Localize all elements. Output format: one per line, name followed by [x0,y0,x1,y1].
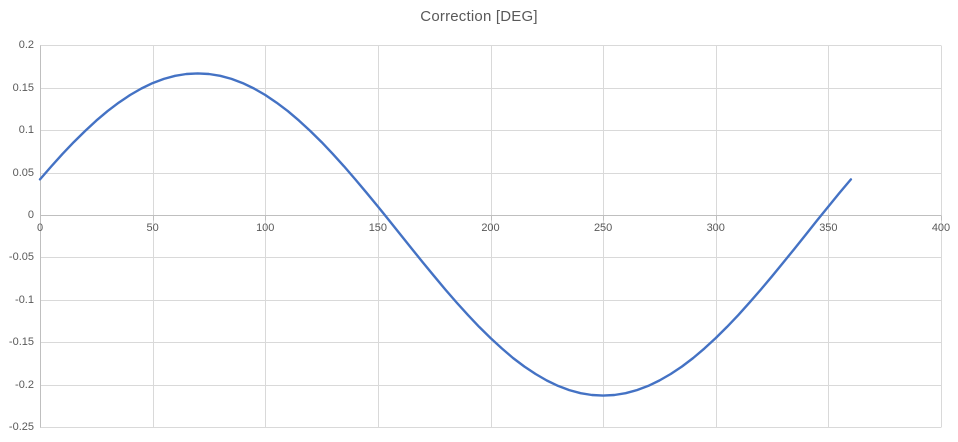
y-tick-label: -0.2 [15,378,34,391]
x-tick-label: 300 [706,222,725,234]
y-tick-label: 0.05 [12,166,34,179]
y-tick-label: -0.25 [8,421,34,433]
x-tick-label: 200 [481,222,500,234]
x-tick-label: 100 [256,222,275,234]
x-tick-label: 350 [819,222,838,234]
x-tick-label: 400 [931,222,951,234]
x-tick-label: 250 [593,222,613,234]
x-tick-label: 150 [368,222,388,234]
y-tick-label: 0.2 [18,39,34,52]
chart-title: Correction [DEG] [420,8,538,25]
y-tick-label: -0.05 [8,251,34,264]
y-tick-label: -0.15 [8,336,34,349]
series-line-correction [38,72,853,397]
y-tick-label: 0.1 [18,124,34,137]
y-tick-label: 0 [27,209,34,221]
y-tick-label: 0.15 [12,81,34,94]
x-tick-label: 50 [146,222,159,234]
x-tick-label: 0 [36,222,44,234]
y-tick-label: -0.1 [15,293,34,306]
